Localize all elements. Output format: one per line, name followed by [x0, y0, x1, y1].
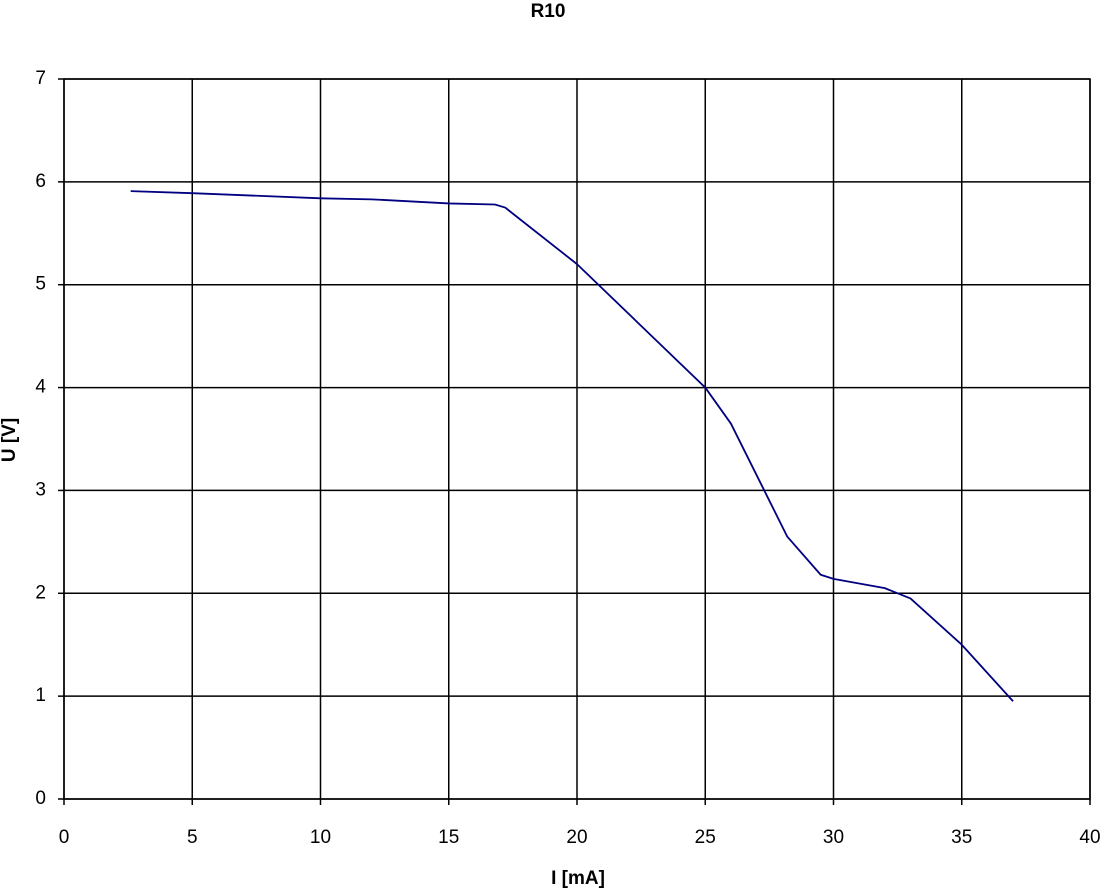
- plot-border: [63, 78, 1091, 800]
- y-tick-label: 5: [35, 274, 46, 295]
- x-tick-label: 35: [951, 827, 972, 848]
- chart-title: R10: [531, 1, 566, 22]
- x-axis-label: I [mA]: [551, 868, 605, 889]
- x-tick-label: 0: [59, 827, 70, 848]
- y-tick-label: 2: [35, 582, 46, 603]
- y-tick-label: 4: [35, 377, 46, 398]
- x-tick-label: 20: [566, 827, 587, 848]
- x-tick-label: 30: [823, 827, 844, 848]
- y-tick-label: 0: [35, 788, 46, 809]
- x-tick-label: 5: [187, 827, 198, 848]
- y-axis-label: U [V]: [0, 418, 20, 462]
- x-tick-label: 25: [695, 827, 716, 848]
- x-tick-label: 15: [438, 827, 459, 848]
- y-tick-label: 1: [35, 685, 46, 706]
- x-tick-label: 10: [310, 827, 331, 848]
- y-tick-label: 7: [35, 68, 46, 89]
- y-tick-label: 3: [35, 479, 46, 500]
- x-tick-label: 40: [1079, 827, 1100, 848]
- y-tick-label: 6: [35, 171, 46, 192]
- data-line: [130, 190, 1014, 702]
